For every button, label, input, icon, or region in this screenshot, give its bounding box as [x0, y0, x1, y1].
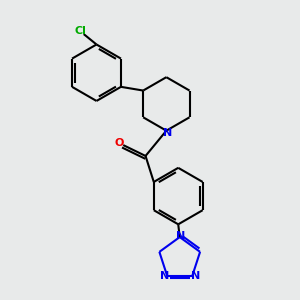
Text: N: N [160, 272, 169, 281]
Text: N: N [190, 272, 200, 281]
Text: N: N [176, 231, 185, 241]
Text: Cl: Cl [74, 26, 86, 36]
Text: N: N [163, 128, 172, 138]
Text: O: O [114, 138, 124, 148]
